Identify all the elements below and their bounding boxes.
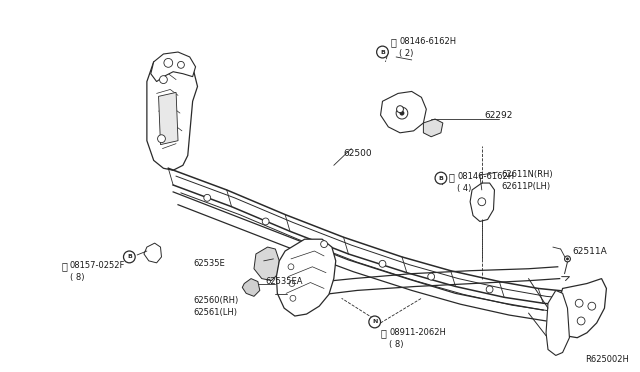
Polygon shape [144,243,161,263]
Polygon shape [424,119,443,137]
Text: 62535E: 62535E [194,259,225,268]
Polygon shape [470,183,495,221]
Circle shape [396,107,408,119]
Circle shape [124,251,135,263]
Text: 62292: 62292 [484,111,513,120]
Circle shape [478,198,486,206]
Circle shape [369,316,381,328]
Text: 62560(RH)
62561(LH): 62560(RH) 62561(LH) [194,296,239,317]
Circle shape [397,106,403,113]
Circle shape [288,264,294,270]
Text: B: B [127,254,132,259]
Text: Ⓝ: Ⓝ [381,328,387,338]
Circle shape [289,280,295,286]
Text: 08146-6162H
( 2): 08146-6162H ( 2) [399,37,456,58]
Circle shape [588,302,596,310]
Text: 62535EA: 62535EA [266,277,303,286]
Polygon shape [159,92,178,145]
Polygon shape [254,247,279,280]
Circle shape [379,260,386,267]
Polygon shape [151,52,196,81]
Circle shape [577,317,585,325]
Circle shape [321,241,328,248]
Text: N: N [372,320,378,324]
Text: Ⓑ: Ⓑ [449,172,454,182]
Polygon shape [381,92,426,133]
Polygon shape [147,57,198,170]
Text: 08157-0252F
( 8): 08157-0252F ( 8) [70,261,125,282]
Circle shape [435,172,447,184]
Text: Ⓑ: Ⓑ [61,261,67,271]
Circle shape [377,46,388,58]
Circle shape [262,218,269,225]
Text: 62500: 62500 [344,148,372,158]
Circle shape [159,76,167,84]
Circle shape [399,110,404,116]
Circle shape [157,135,165,142]
Polygon shape [556,279,607,338]
Text: 62611N(RH)
62611P(LH): 62611N(RH) 62611P(LH) [501,170,553,191]
Circle shape [164,58,173,67]
Text: 62511A: 62511A [572,247,607,256]
Circle shape [290,295,296,301]
Text: B: B [380,49,385,55]
Text: 08911-2062H
( 8): 08911-2062H ( 8) [389,328,446,349]
Text: 08146-6162H
( 4): 08146-6162H ( 4) [458,172,515,193]
Polygon shape [276,239,336,316]
Polygon shape [546,291,570,355]
Circle shape [566,257,569,260]
Circle shape [564,256,570,262]
Polygon shape [243,279,260,296]
Circle shape [486,286,493,293]
Circle shape [204,195,211,201]
Circle shape [428,273,435,280]
Circle shape [177,61,184,68]
Text: B: B [438,176,444,181]
Text: Ⓑ: Ⓑ [390,37,396,47]
Circle shape [575,299,583,307]
Text: R625002H: R625002H [585,355,629,365]
